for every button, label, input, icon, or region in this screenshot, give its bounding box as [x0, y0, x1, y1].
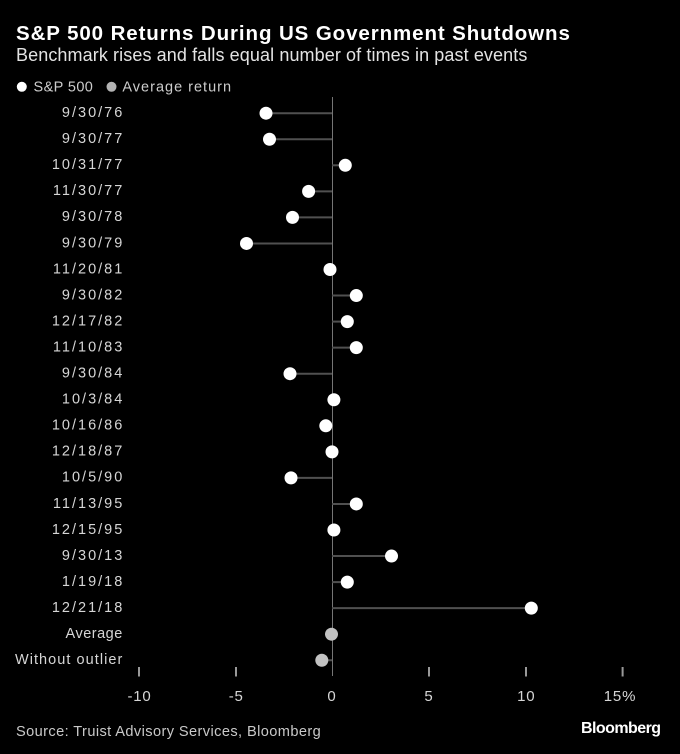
svg-text:12/17/82: 12/17/82	[52, 313, 124, 329]
svg-text:9/30/13: 9/30/13	[62, 548, 124, 564]
svg-text:9/30/77: 9/30/77	[62, 131, 124, 147]
svg-text:1/19/18: 1/19/18	[62, 574, 124, 590]
svg-text:15%: 15%	[604, 688, 636, 705]
svg-text:Average: Average	[66, 626, 123, 642]
svg-text:10/3/84: 10/3/84	[62, 392, 124, 408]
svg-text:11/30/77: 11/30/77	[53, 183, 124, 199]
svg-text:11/20/81: 11/20/81	[53, 261, 124, 277]
svg-text:-5: -5	[229, 688, 244, 705]
svg-text:9/30/78: 9/30/78	[62, 209, 124, 225]
svg-text:-10: -10	[127, 688, 151, 705]
svg-text:10/5/90: 10/5/90	[62, 470, 124, 486]
svg-text:S&P 500: S&P 500	[34, 80, 94, 96]
svg-text:5: 5	[424, 688, 433, 705]
svg-text:0: 0	[327, 688, 336, 705]
svg-text:12/21/18: 12/21/18	[52, 600, 124, 616]
svg-text:9/30/79: 9/30/79	[62, 235, 124, 251]
svg-text:12/18/87: 12/18/87	[52, 444, 124, 460]
svg-text:9/30/82: 9/30/82	[62, 287, 124, 303]
svg-text:12/15/95: 12/15/95	[52, 522, 124, 538]
svg-text:Without outlier: Without outlier	[15, 652, 123, 668]
svg-text:10/16/86: 10/16/86	[52, 418, 124, 434]
svg-text:11/13/95: 11/13/95	[53, 496, 124, 512]
svg-text:9/30/84: 9/30/84	[62, 366, 124, 382]
svg-text:Average return: Average return	[122, 80, 232, 96]
svg-text:10: 10	[517, 688, 535, 705]
svg-text:10/31/77: 10/31/77	[52, 157, 124, 173]
svg-text:9/30/76: 9/30/76	[62, 105, 124, 121]
svg-text:11/10/83: 11/10/83	[53, 339, 124, 355]
